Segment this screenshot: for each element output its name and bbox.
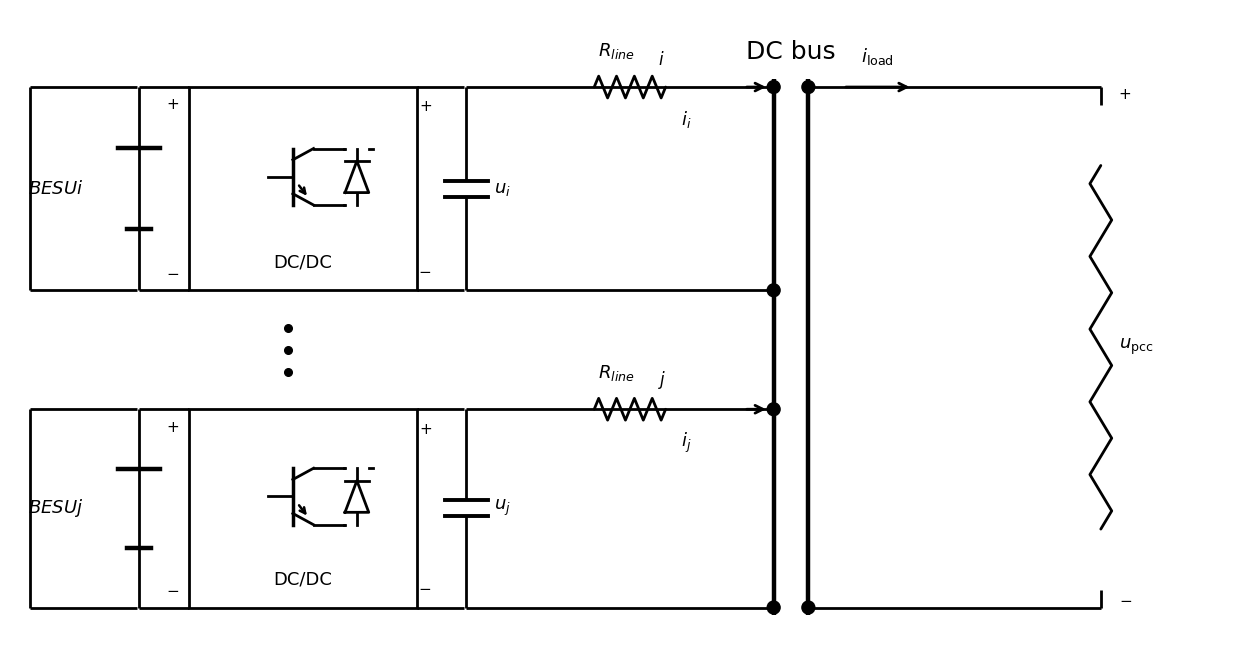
Text: +: + (419, 422, 431, 437)
Text: $R_{\mathit{line}}$: $R_{\mathit{line}}$ (598, 364, 634, 384)
Text: $j$: $j$ (658, 370, 667, 392)
Text: DC bus: DC bus (746, 40, 836, 64)
Text: $u_i$: $u_i$ (494, 180, 510, 197)
Text: DC/DC: DC/DC (274, 571, 332, 589)
Text: $R_{\mathit{line}}$: $R_{\mathit{line}}$ (598, 41, 634, 61)
Text: $i_i$: $i_i$ (681, 109, 691, 130)
Text: +: + (1119, 88, 1131, 103)
Text: $-$: $-$ (1119, 592, 1131, 607)
Circle shape (802, 81, 815, 94)
Circle shape (767, 81, 781, 94)
Text: +: + (166, 97, 178, 112)
Circle shape (767, 284, 781, 297)
Text: $-$: $-$ (166, 265, 180, 280)
Text: $-$: $-$ (419, 263, 431, 278)
Text: $i_j$: $i_j$ (681, 431, 691, 455)
Circle shape (802, 601, 815, 614)
Text: DC/DC: DC/DC (274, 253, 332, 272)
Text: $u_j$: $u_j$ (494, 499, 510, 519)
Text: $u_{\rm pcc}$: $u_{\rm pcc}$ (1119, 337, 1154, 357)
Text: $-$: $-$ (166, 582, 180, 597)
Text: +: + (166, 420, 178, 435)
Text: +: + (419, 99, 431, 114)
Text: $-$: $-$ (419, 580, 431, 595)
Circle shape (767, 402, 781, 415)
Text: $i_{\rm load}$: $i_{\rm load}$ (861, 46, 895, 67)
Bar (188, 87, 416, 290)
Bar (188, 409, 416, 608)
Text: $i$: $i$ (658, 51, 664, 69)
Text: $BESUi$: $BESUi$ (28, 180, 83, 197)
Text: $BESUj$: $BESUj$ (28, 497, 83, 519)
Circle shape (767, 601, 781, 614)
